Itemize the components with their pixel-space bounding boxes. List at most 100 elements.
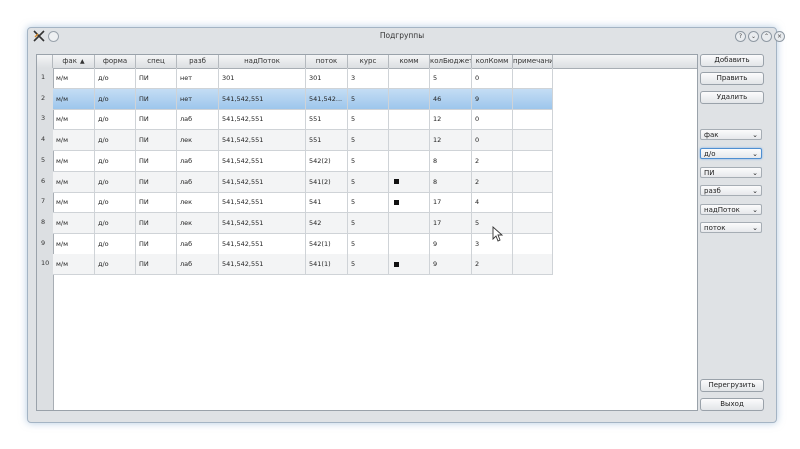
- table-row[interactable]: м/м д/о ПИ лаб 541,542,551 542(1) 5 9 3: [53, 233, 553, 255]
- row-number[interactable]: 4: [41, 135, 46, 144]
- table-row[interactable]: м/м д/о ПИ лек 541,542,551 551 5 12 0: [53, 130, 553, 152]
- cell-komm[interactable]: [389, 109, 430, 130]
- cell-kurs[interactable]: 5: [348, 192, 389, 213]
- filter-razb-combo[interactable]: разб ⌄: [700, 185, 762, 196]
- row-number[interactable]: 2: [41, 93, 46, 102]
- cell-spec[interactable]: ПИ: [136, 254, 177, 275]
- table-row[interactable]: м/м д/о ПИ лаб 541,542,551 542(2) 5 8 2: [53, 150, 553, 172]
- cell-fak[interactable]: м/м: [53, 254, 95, 275]
- filter-nadpotok-combo[interactable]: надПоток ⌄: [700, 204, 762, 215]
- cell-forma[interactable]: д/о: [95, 150, 136, 171]
- cell-prim[interactable]: [513, 68, 553, 88]
- cell-prim[interactable]: [513, 192, 553, 213]
- cell-razb[interactable]: лек: [177, 130, 219, 151]
- cell-prim[interactable]: [513, 171, 553, 192]
- cell-komm[interactable]: [389, 88, 430, 109]
- exit-button[interactable]: Выход: [700, 398, 764, 411]
- cell-kolkomm[interactable]: 9: [472, 88, 513, 109]
- cell-spec[interactable]: ПИ: [136, 212, 177, 233]
- cell-razb[interactable]: нет: [177, 88, 219, 109]
- column-header-komm[interactable]: комм: [389, 55, 430, 68]
- cell-potok[interactable]: 301: [306, 68, 348, 88]
- cell-forma[interactable]: д/о: [95, 233, 136, 254]
- cell-komm[interactable]: [389, 192, 430, 213]
- maximize-icon[interactable]: ⌃: [761, 31, 772, 42]
- cell-kolkomm[interactable]: 2: [472, 171, 513, 192]
- filter-potok-combo[interactable]: поток ⌄: [700, 222, 762, 233]
- cell-komm[interactable]: [389, 212, 430, 233]
- cell-spec[interactable]: ПИ: [136, 233, 177, 254]
- cell-spec[interactable]: ПИ: [136, 171, 177, 192]
- close-icon[interactable]: ×: [774, 31, 785, 42]
- column-header-forma[interactable]: форма: [95, 55, 136, 68]
- delete-button[interactable]: Удалить: [700, 91, 764, 104]
- cell-razb[interactable]: лаб: [177, 150, 219, 171]
- cell-forma[interactable]: д/о: [95, 130, 136, 151]
- cell-potok[interactable]: 542: [306, 212, 348, 233]
- column-header-razb[interactable]: разб: [177, 55, 219, 68]
- column-header-budzhet[interactable]: колБюджет: [430, 55, 472, 68]
- cell-forma[interactable]: д/о: [95, 192, 136, 213]
- cell-prim[interactable]: [513, 254, 553, 275]
- cell-kolkomm[interactable]: 0: [472, 130, 513, 151]
- cell-fak[interactable]: м/м: [53, 68, 95, 88]
- cell-nadpotok[interactable]: 541,542,551: [219, 109, 306, 130]
- cell-kurs[interactable]: 3: [348, 68, 389, 88]
- cell-razb[interactable]: лек: [177, 212, 219, 233]
- cell-budzhet[interactable]: 5: [430, 68, 472, 88]
- cell-nadpotok[interactable]: 541,542,551: [219, 254, 306, 275]
- reload-button[interactable]: Перегрузить: [700, 379, 764, 392]
- cell-forma[interactable]: д/о: [95, 88, 136, 109]
- cell-potok[interactable]: 541,542...: [306, 88, 348, 109]
- minimize-icon[interactable]: ⌄: [748, 31, 759, 42]
- cell-kurs[interactable]: 5: [348, 88, 389, 109]
- table-row[interactable]: м/м д/о ПИ лек 541,542,551 541 5 17 4: [53, 192, 553, 214]
- cell-forma[interactable]: д/о: [95, 109, 136, 130]
- cell-potok[interactable]: 551: [306, 130, 348, 151]
- cell-nadpotok[interactable]: 541,542,551: [219, 212, 306, 233]
- filter-forma-combo[interactable]: д/о ⌄: [700, 148, 762, 159]
- cell-kurs[interactable]: 5: [348, 150, 389, 171]
- column-header-prim[interactable]: примечание: [513, 55, 553, 68]
- cell-spec[interactable]: ПИ: [136, 150, 177, 171]
- cell-kolkomm[interactable]: 0: [472, 109, 513, 130]
- cell-kurs[interactable]: 5: [348, 233, 389, 254]
- subgroups-table[interactable]: фак ▲ форма спец разб надПоток поток курс…: [36, 54, 698, 411]
- cell-potok[interactable]: 541(1): [306, 254, 348, 275]
- cell-nadpotok[interactable]: 541,542,551: [219, 233, 306, 254]
- cell-prim[interactable]: [513, 130, 553, 151]
- cell-nadpotok[interactable]: 541,542,551: [219, 130, 306, 151]
- cell-kolkomm[interactable]: 3: [472, 233, 513, 254]
- column-header-kolkomm[interactable]: колКомм: [472, 55, 513, 68]
- cell-kurs[interactable]: 5: [348, 254, 389, 275]
- cell-prim[interactable]: [513, 233, 553, 254]
- cell-kolkomm[interactable]: 4: [472, 192, 513, 213]
- cell-prim[interactable]: [513, 109, 553, 130]
- cell-razb[interactable]: нет: [177, 68, 219, 88]
- row-number[interactable]: 1: [41, 73, 46, 81]
- cell-spec[interactable]: ПИ: [136, 109, 177, 130]
- cell-kurs[interactable]: 5: [348, 212, 389, 233]
- cell-prim[interactable]: [513, 150, 553, 171]
- cell-budzhet[interactable]: 12: [430, 130, 472, 151]
- cell-nadpotok[interactable]: 301: [219, 68, 306, 88]
- cell-forma[interactable]: д/о: [95, 68, 136, 88]
- cell-fak[interactable]: м/м: [53, 130, 95, 151]
- cell-komm[interactable]: [389, 171, 430, 192]
- cell-fak[interactable]: м/м: [53, 212, 95, 233]
- cell-kolkomm[interactable]: 5: [472, 212, 513, 233]
- cell-potok[interactable]: 542(1): [306, 233, 348, 254]
- cell-kolkomm[interactable]: 2: [472, 254, 513, 275]
- cell-forma[interactable]: д/о: [95, 171, 136, 192]
- row-number[interactable]: 7: [41, 197, 46, 206]
- cell-kurs[interactable]: 5: [348, 130, 389, 151]
- column-header-spec[interactable]: спец: [136, 55, 177, 68]
- cell-budzhet[interactable]: 12: [430, 109, 472, 130]
- cell-fak[interactable]: м/м: [53, 192, 95, 213]
- cell-spec[interactable]: ПИ: [136, 192, 177, 213]
- row-number[interactable]: 5: [41, 155, 46, 164]
- cell-forma[interactable]: д/о: [95, 212, 136, 233]
- cell-budzhet[interactable]: 17: [430, 192, 472, 213]
- table-row[interactable]: м/м д/о ПИ лаб 541,542,551 541(1) 5 9 2: [53, 254, 553, 276]
- cell-kolkomm[interactable]: 0: [472, 68, 513, 88]
